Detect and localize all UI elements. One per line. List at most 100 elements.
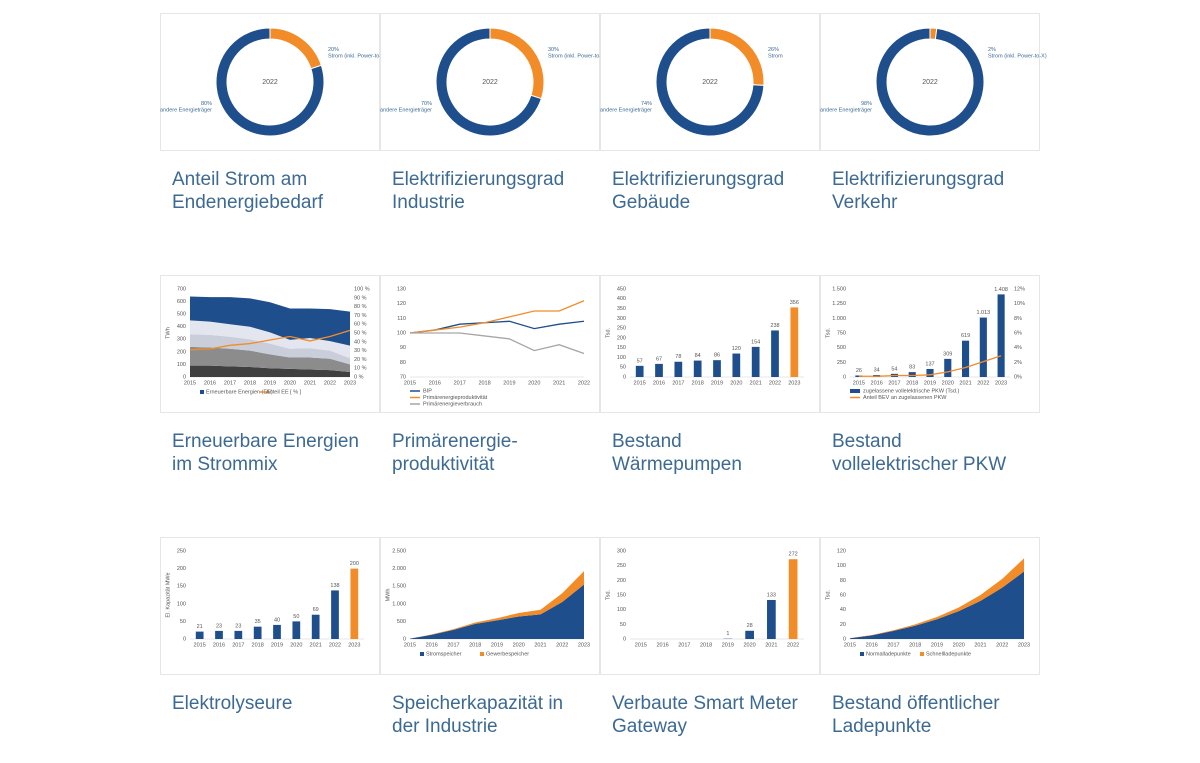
slice-label: 2% Strom (inkl. Power-to-X) xyxy=(988,47,1047,60)
x-tick-label: 2020 xyxy=(290,642,302,648)
x-tick-label: 2017 xyxy=(888,380,900,386)
y2-tick-label: 90 % xyxy=(354,295,367,301)
caption: Primärenergie-produktivität xyxy=(392,431,518,475)
y-axis-title: Tsd. xyxy=(605,589,611,600)
data-label: 238 xyxy=(770,323,779,329)
y-tick-label: 50 xyxy=(180,619,186,625)
data-label: 23 xyxy=(216,623,222,629)
data-label: 69 xyxy=(313,607,319,613)
bar xyxy=(273,624,281,639)
chart-tile: 0 500 1.000 1.500 2.000 2.500 MWh 2015 2016 2017 2… xyxy=(380,537,600,675)
y-tick-label: 450 xyxy=(617,286,626,292)
y2-tick-label: 4% xyxy=(1014,345,1022,351)
x-tick-label: 2015 xyxy=(194,642,206,648)
legend-label: Stromspeicher xyxy=(426,651,462,657)
x-tick-label: 2015 xyxy=(184,380,196,386)
y-tick-label: 1.500 xyxy=(832,286,846,292)
x-tick-label: 2016 xyxy=(653,380,665,386)
x-tick-label: 2020 xyxy=(730,380,742,386)
data-label: 34 xyxy=(874,367,880,373)
bar xyxy=(674,361,683,377)
bar xyxy=(926,368,934,377)
legend-swatch xyxy=(920,652,924,656)
donut-slice xyxy=(875,27,985,137)
x-tick-label: 2020 xyxy=(528,380,540,386)
x-tick-label: 2018 xyxy=(909,642,921,648)
data-label: 1 xyxy=(726,631,729,637)
y-tick-label: 1.500 xyxy=(392,584,406,590)
y-tick-label: 70 xyxy=(400,374,406,380)
data-label: 356 xyxy=(790,300,799,306)
x-tick-label: 2022 xyxy=(996,642,1008,648)
center-label: 2022 xyxy=(262,79,278,86)
caption: Bestand öffentlicher Ladepunkte xyxy=(832,693,1000,737)
slice-value: 98% xyxy=(861,101,872,107)
chart-tile: 2022 26% Strom 74% andere Energieträger xyxy=(600,13,820,151)
line xyxy=(409,300,585,334)
bar xyxy=(745,630,754,639)
y-tick-label: 120 xyxy=(837,548,846,554)
bar xyxy=(997,294,1005,377)
bar xyxy=(908,372,916,377)
y-tick-label: 100 xyxy=(177,362,186,368)
x-tick-label: 2020 xyxy=(953,642,965,648)
legend-label: Anteil BEV an zugelassenen PKW xyxy=(863,395,947,401)
bar xyxy=(944,358,952,377)
x-tick-label: 2021 xyxy=(310,642,322,648)
x-tick-label: 2022 xyxy=(787,642,799,648)
x-tick-label: 2015 xyxy=(853,380,865,386)
y-tick-label: 110 xyxy=(397,316,406,322)
chart-tile: 2022 20% Strom (inkl. Power-to-X) 80% andere… xyxy=(160,13,387,151)
data-label: 84 xyxy=(695,353,701,359)
x-tick-label: 2021 xyxy=(304,380,316,386)
y-tick-label: 0 xyxy=(183,636,186,642)
bar xyxy=(292,621,301,639)
x-tick-label: 2021 xyxy=(959,380,971,386)
caption: Anteil Strom am Endenergiebedarf xyxy=(172,169,324,213)
legend-label: zugelassene vollelektrische PKW (Tsd.) xyxy=(863,388,959,394)
y-tick-label: 200 xyxy=(617,335,626,341)
bar xyxy=(655,363,663,377)
slice-value: 20% xyxy=(328,47,339,53)
y-tick-label: 300 xyxy=(617,548,626,554)
legend-label: Primärenergieverbrauch xyxy=(423,401,482,407)
y-tick-label: 2.000 xyxy=(392,566,406,572)
area xyxy=(190,334,350,365)
y2-tick-label: 100 % xyxy=(354,286,370,292)
data-label: 21 xyxy=(197,624,203,630)
area xyxy=(190,296,350,346)
y2-tick-label: 70 % xyxy=(354,313,367,319)
data-label: 120 xyxy=(732,346,741,352)
x-tick-label: 2016 xyxy=(429,380,441,386)
y2-tick-label: 80 % xyxy=(354,304,367,310)
data-label: 137 xyxy=(925,361,934,367)
y2-tick-label: 0 % xyxy=(354,374,364,380)
x-tick-label: 2018 xyxy=(252,642,264,648)
y-tick-label: 20 xyxy=(840,622,846,628)
x-tick-label: 2023 xyxy=(348,642,360,648)
legend-swatch xyxy=(480,652,484,656)
data-label: 83 xyxy=(909,365,915,371)
slice-category: andere Energieträger xyxy=(600,108,652,114)
slice-category: Strom (inkl. Power-to-X) xyxy=(988,54,1047,60)
y-tick-label: 100 xyxy=(617,355,626,361)
bar xyxy=(751,346,760,377)
x-tick-label: 2016 xyxy=(657,642,669,648)
y-tick-label: 750 xyxy=(837,330,846,336)
y-tick-label: 0 xyxy=(183,374,186,380)
y-tick-label: 40 xyxy=(840,607,846,613)
x-tick-label: 2016 xyxy=(213,642,225,648)
area xyxy=(410,571,584,639)
y2-tick-label: 0% xyxy=(1014,374,1022,380)
bar xyxy=(979,317,987,377)
x-tick-label: 2022 xyxy=(578,380,590,386)
donut-slice xyxy=(655,27,765,137)
x-tick-label: 2021 xyxy=(534,642,546,648)
chart-tile: 0 20 40 60 80 100 120 Tsd. 2015 2016 2017 2018 2019 2… xyxy=(820,537,1040,675)
y-tick-label: 0 xyxy=(843,374,846,380)
y-tick-label: 120 xyxy=(397,301,406,307)
area xyxy=(190,346,350,372)
slice-label: 80% andere Energieträger xyxy=(160,101,212,114)
y-tick-label: 0 xyxy=(403,636,406,642)
donut-slice xyxy=(435,27,542,137)
